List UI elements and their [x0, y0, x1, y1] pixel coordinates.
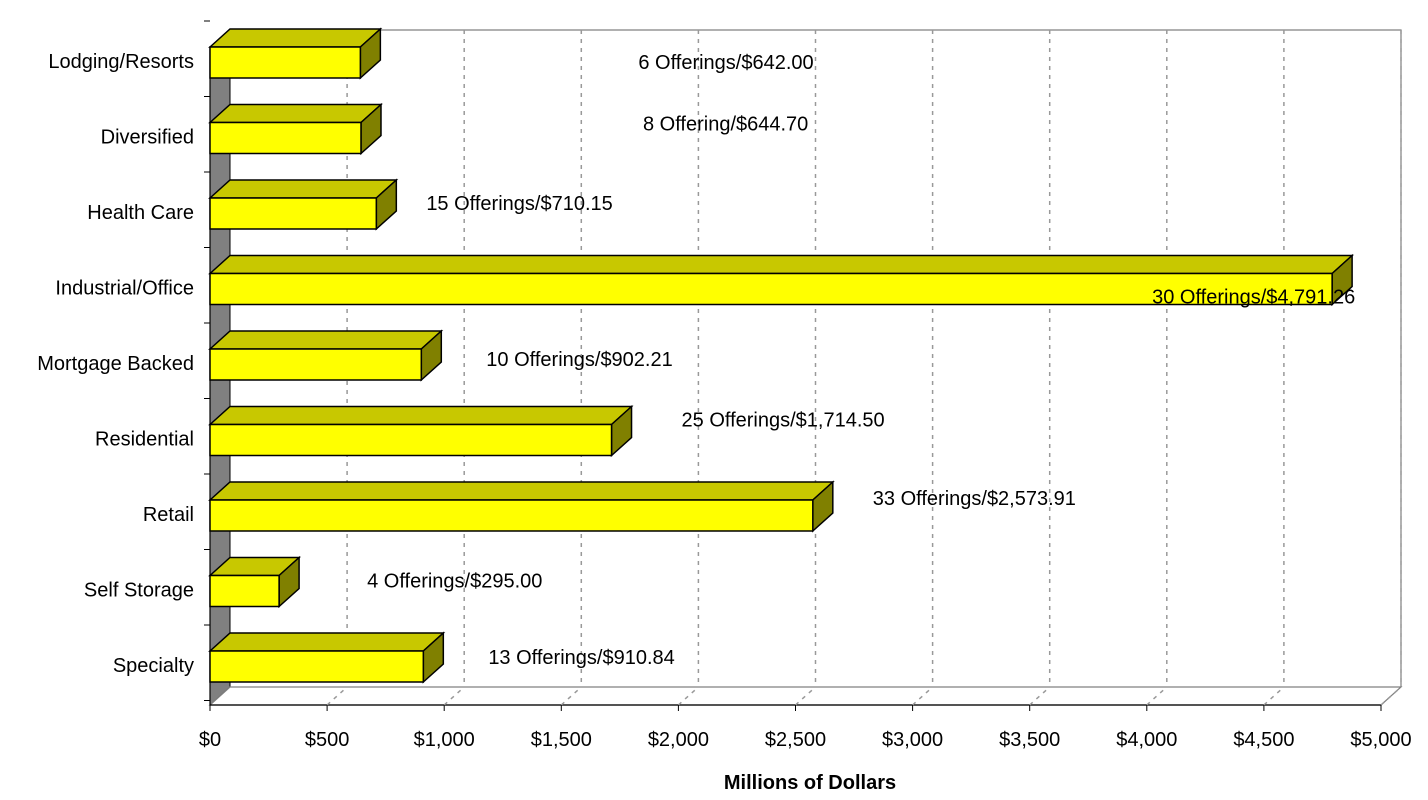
data-label: 30 Offerings/$4,791.26 — [1152, 287, 1355, 309]
bar — [208, 404, 634, 458]
x-tick-labels: $0 $500 $1,000 $1,500 $2,000 $2,500 $3,000 $3,5… — [199, 729, 1412, 751]
x-axis-title: Millions of Dollars — [724, 772, 896, 794]
x-tick-label: $5,000 — [1350, 729, 1411, 751]
bar-front — [209, 46, 362, 79]
bar-front — [209, 121, 362, 155]
data-label: 4 Offerings/$295.00 — [367, 571, 542, 593]
bar-top — [208, 103, 383, 124]
data-labels: 6 Offerings/$642.00 8 Offering/$644.70 15 … — [367, 52, 1355, 669]
x-tick-label: $2,500 — [765, 729, 826, 751]
x-tick-label: $1,000 — [414, 729, 475, 751]
bar-front — [209, 423, 613, 457]
data-label: 25 Offerings/$1,714.50 — [682, 410, 885, 432]
bar — [208, 253, 1355, 307]
x-tick-label: $500 — [305, 729, 350, 751]
category-label: Industrial/Office — [55, 278, 194, 300]
data-label: 6 Offerings/$642.00 — [638, 52, 813, 74]
bar-front — [209, 348, 423, 381]
bar — [208, 631, 446, 684]
category-label: Residential — [95, 429, 194, 451]
category-label: Health Care — [87, 202, 194, 224]
bar-top — [208, 179, 399, 199]
x-tick-label: $4,500 — [1233, 729, 1294, 751]
data-label: 33 Offerings/$2,573.91 — [873, 488, 1076, 510]
x-tick-label: $1,500 — [531, 729, 592, 751]
bar-top — [208, 330, 444, 350]
category-label: Diversified — [101, 127, 194, 149]
bar-front — [209, 650, 425, 683]
bar-top — [208, 632, 446, 652]
bar — [208, 102, 383, 156]
bar-front — [209, 499, 814, 532]
x-tick-label: $3,000 — [882, 729, 943, 751]
bar-top — [208, 28, 383, 48]
category-label: Lodging/Resorts — [48, 51, 194, 73]
bar — [208, 555, 302, 609]
bar — [208, 178, 399, 231]
bar — [208, 480, 835, 533]
data-label: 13 Offerings/$910.84 — [488, 647, 674, 669]
bar-front — [209, 272, 1333, 306]
bar — [208, 27, 383, 80]
bar-top — [208, 254, 1355, 275]
bar-top — [208, 405, 634, 426]
x-tick-label: $0 — [199, 729, 221, 751]
bar-front — [209, 197, 378, 230]
bar-front — [209, 574, 280, 608]
data-label: 10 Offerings/$902.21 — [486, 349, 672, 371]
bar — [208, 329, 444, 382]
category-label: Retail — [143, 504, 194, 526]
category-label: Self Storage — [84, 580, 194, 602]
category-label: Mortgage Backed — [37, 353, 194, 375]
data-label: 15 Offerings/$710.15 — [426, 193, 612, 215]
data-label: 8 Offering/$644.70 — [643, 114, 808, 136]
x-tick-label: $2,000 — [648, 729, 709, 751]
bars — [208, 27, 1355, 684]
x-tick-label: $3,500 — [999, 729, 1060, 751]
category-labels: Lodging/Resorts Diversified Health Care Ind… — [37, 51, 194, 677]
category-label: Specialty — [113, 655, 194, 677]
x-tick-label: $4,000 — [1116, 729, 1177, 751]
bar-top — [208, 481, 835, 501]
floor — [208, 686, 1403, 706]
